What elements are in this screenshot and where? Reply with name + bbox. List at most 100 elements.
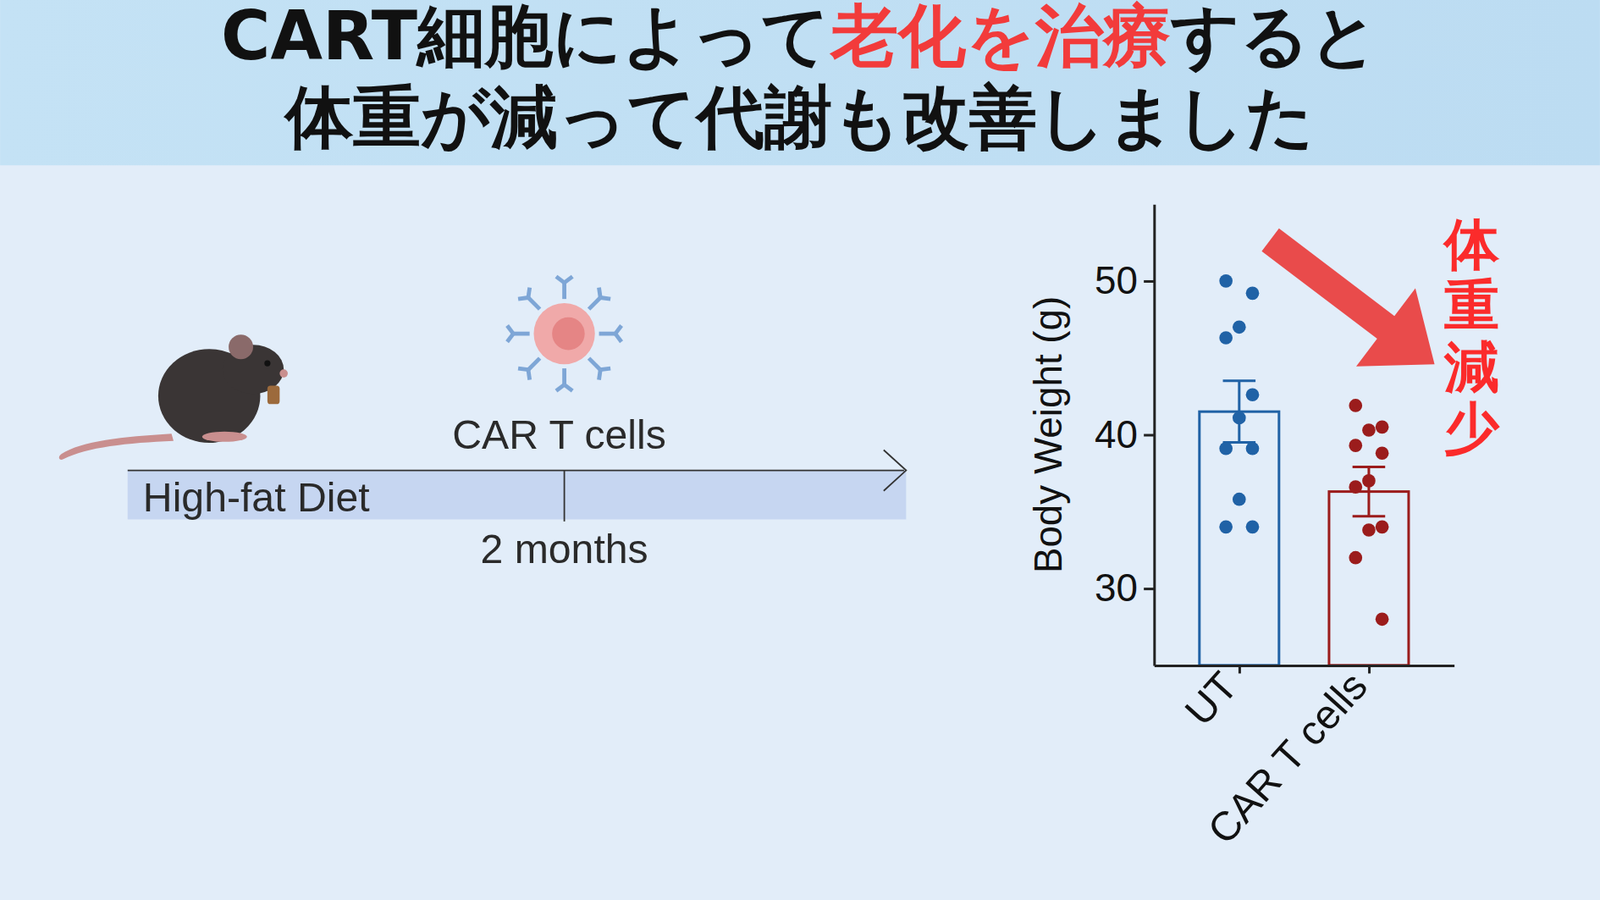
header-title-segment: 体重が減って代謝も改善しました	[282, 77, 1315, 157]
y-tick: 30	[1094, 566, 1154, 610]
annotation-char: 重	[1444, 273, 1500, 337]
antibody-stroke	[556, 384, 565, 391]
mouse-part	[202, 431, 248, 442]
antibody-stroke	[564, 384, 574, 391]
y-tick: 40	[1094, 413, 1154, 457]
data-point	[1375, 520, 1390, 535]
antibody-stroke	[507, 325, 514, 334]
antibody-stroke	[528, 297, 541, 309]
antibody-stroke	[599, 369, 602, 381]
antibody-stroke	[556, 276, 565, 283]
antibody	[518, 358, 541, 381]
mouse-part	[59, 433, 174, 460]
data-point	[1219, 441, 1233, 456]
bar	[1329, 491, 1409, 666]
error-bar-cap	[1352, 465, 1386, 469]
background	[0, 0, 1600, 900]
data-point	[1348, 551, 1363, 565]
y-tick-label: 40	[1094, 413, 1138, 457]
y-tick-mark	[1143, 434, 1154, 437]
car-t-cell-icon	[507, 276, 622, 392]
y-tick-label: 50	[1094, 259, 1138, 303]
timeline-arrow-head	[883, 450, 907, 492]
antibody	[556, 276, 573, 300]
data-point	[1219, 331, 1233, 345]
annotation-char: 少	[1444, 396, 1501, 460]
data-point	[1246, 387, 1260, 402]
antibody	[589, 287, 612, 310]
antibody-stroke	[600, 297, 611, 299]
data-point	[1232, 411, 1247, 425]
antibody	[589, 358, 612, 381]
mouse-part	[264, 359, 271, 366]
antibody-stroke	[599, 331, 616, 337]
x-tick-mark	[1368, 665, 1371, 674]
x-tick-mark	[1238, 665, 1242, 674]
data-point	[1375, 446, 1390, 460]
antibody	[518, 287, 541, 310]
antibody-stroke	[599, 287, 602, 298]
antibody-stroke	[562, 282, 567, 299]
data-point	[1246, 441, 1260, 456]
antibody-stroke	[589, 297, 602, 309]
timeline-arrow-line	[127, 469, 905, 472]
antibody-stroke	[513, 331, 530, 337]
data-point	[1219, 274, 1233, 288]
treatment-label: CAR T cells	[452, 411, 667, 458]
header-title-segment: 老化を治療	[828, 0, 1171, 76]
annotation-char: 減	[1443, 335, 1500, 399]
y-axis: 30 40 50	[1094, 204, 1155, 667]
data-point	[1348, 398, 1363, 413]
mouse-part	[267, 386, 280, 405]
data-point	[1375, 420, 1390, 435]
data-point	[1362, 423, 1376, 437]
data-point	[1246, 520, 1260, 535]
cell-body	[533, 303, 595, 365]
error-bar-cap	[1223, 379, 1257, 382]
x-tick-label: UT	[1175, 662, 1247, 734]
x-tick-label: CAR T cells	[1198, 662, 1376, 853]
antibody-stroke	[528, 358, 541, 370]
header-title-line: 体重が減って代謝も改善しました	[282, 77, 1315, 157]
data-point	[1232, 492, 1247, 507]
header-title-line: CART細胞によって老化を治療すると	[220, 0, 1380, 76]
antibody-stroke	[615, 333, 622, 343]
bar	[1199, 411, 1280, 666]
schematic: CAR T cells High-fat Diet 2 months	[59, 276, 907, 573]
diet-label: High-fat Diet	[143, 474, 370, 520]
timeline-band	[127, 470, 907, 520]
mouse-part	[279, 369, 288, 378]
antibody-stroke	[589, 358, 602, 370]
y-axis-title: Body Weight (g)	[1026, 296, 1071, 574]
y-tick-mark	[1143, 587, 1154, 591]
mouse-icon	[59, 334, 288, 460]
data-point	[1348, 480, 1363, 494]
y-tick-mark	[1143, 280, 1154, 283]
y-tick-label: 30	[1094, 566, 1138, 610]
data-point	[1348, 438, 1363, 453]
antibody-stroke	[600, 368, 611, 370]
data-point	[1362, 474, 1376, 488]
data-point	[1232, 320, 1247, 334]
antibody-stroke	[562, 368, 567, 385]
x-tick: UT	[1175, 662, 1247, 734]
duration-label: 2 months	[480, 525, 648, 572]
timeline-divider	[563, 470, 566, 522]
annotation-arrow-shape	[1241, 200, 1465, 403]
annotation-arrow	[1241, 200, 1465, 403]
antibody	[507, 325, 530, 342]
data-point	[1246, 286, 1260, 301]
header-title-segment: CART細胞によって	[220, 0, 831, 76]
x-axis-line	[1154, 664, 1455, 668]
slide: CART細胞によって老化を治療すると体重が減って代謝も改善しました CAR T c…	[0, 0, 1600, 900]
annotation-text: 体重減少	[1442, 212, 1501, 460]
antibody	[599, 325, 623, 342]
antibody	[556, 368, 573, 392]
antibody-stroke	[615, 325, 622, 334]
header-title-segment: すると	[1169, 0, 1380, 76]
antibody-stroke	[507, 333, 514, 343]
cell-nucleus	[551, 317, 585, 351]
chart: 30 40 50 UTCAR T cells Body Weight (g) 体重減少	[1026, 200, 1501, 853]
error-bar-cap	[1352, 514, 1386, 518]
mouse-part	[228, 334, 254, 359]
